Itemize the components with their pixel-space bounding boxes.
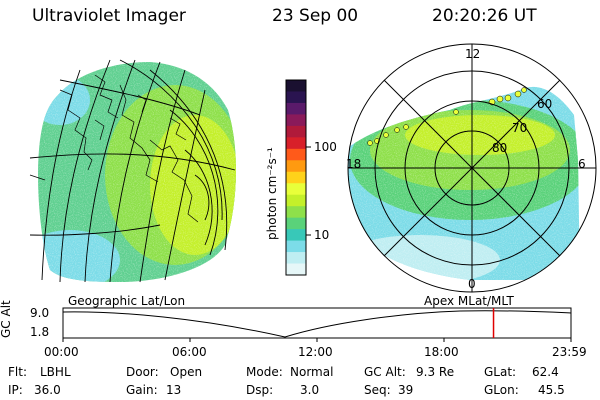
door-value: Open (170, 365, 203, 379)
color-scale-segment (286, 217, 306, 230)
mlt-label-0: 0 (468, 277, 476, 291)
glat-value: 62.4 (532, 365, 559, 379)
timeline-plot (62, 307, 572, 342)
mode-label: Mode: (246, 365, 283, 379)
cbar-label-100: 100 (314, 140, 337, 154)
color-scale-segment (286, 263, 306, 276)
seq-value: 39 (398, 383, 414, 397)
date-label: 23 Sep 00 (272, 6, 359, 26)
mlat-label-80: 80 (492, 141, 508, 155)
polar-image (347, 43, 597, 293)
color-scale-bar (285, 79, 307, 276)
dsp-value: 3.0 (300, 383, 320, 397)
color-scale-segment (286, 206, 306, 219)
flt-value: LBHL (40, 365, 71, 379)
color-scale-segment (286, 91, 306, 104)
cbar-unit-label: photon cm⁻²s⁻¹ (265, 147, 279, 240)
mlt-label-18: 18 (346, 157, 362, 171)
timeline-xtick-0000: 00:00 (44, 345, 79, 359)
color-scale-segment (286, 229, 306, 242)
color-scale-border (285, 79, 307, 276)
gcalt-label: GC Alt: (364, 365, 406, 379)
mlat-label-70: 70 (512, 121, 528, 135)
timeline-ylabel: GC Alt (0, 300, 13, 338)
timeline-xtick-0600: 06:00 (172, 345, 207, 359)
mlt-label-12: 12 (465, 47, 481, 61)
gain-value: 13 (166, 383, 182, 397)
geographic-caption: Geographic Lat/Lon (68, 294, 186, 308)
color-scale-segment (286, 102, 306, 115)
color-scale-segment (286, 183, 306, 196)
color-scale-segment (286, 171, 306, 184)
color-scale-segment (286, 80, 306, 92)
color-scale-segment (286, 252, 306, 265)
ip-value: 36.0 (34, 383, 61, 397)
color-scale-segment (286, 114, 306, 127)
door-label: Door: (126, 365, 159, 379)
glat-label: GLat: (484, 365, 517, 379)
color-scale-segment (286, 137, 306, 150)
color-scale-segment (286, 125, 306, 138)
color-scale-segment (286, 240, 306, 253)
timeline-ytick-high: 9.0 (30, 306, 50, 320)
gain-label: Gain: (126, 383, 158, 397)
color-scale-segment (286, 148, 306, 161)
time-label: 20:20:26 UT (432, 6, 537, 26)
geographic-image (29, 59, 236, 283)
timeline-xtick-1200: 12:00 (298, 345, 333, 359)
ip-label: IP: (8, 383, 23, 397)
mode-value: Normal (290, 365, 334, 379)
color-scale-segment (286, 160, 306, 173)
instrument-title: Ultraviolet Imager (32, 6, 186, 26)
mlt-label-6: 6 (578, 157, 586, 171)
timeline-ytick-low: 1.8 (30, 325, 50, 339)
gcalt-value: 9.3 Re (416, 365, 455, 379)
dsp-label: Dsp: (246, 383, 274, 397)
glon-value: 45.5 (538, 383, 565, 397)
mlat-label-60: 60 (537, 97, 553, 111)
apex-caption: Apex MLat/MLT (424, 294, 514, 308)
cbar-label-10: 10 (314, 228, 330, 242)
timeline-xtick-2359: 23:59 (552, 345, 587, 359)
seq-label: Seq: (364, 383, 391, 397)
flt-label: Flt: (8, 365, 27, 379)
glon-label: GLon: (484, 383, 519, 397)
timeline-xtick-1800: 18:00 (424, 345, 459, 359)
color-scale-segment (286, 194, 306, 207)
